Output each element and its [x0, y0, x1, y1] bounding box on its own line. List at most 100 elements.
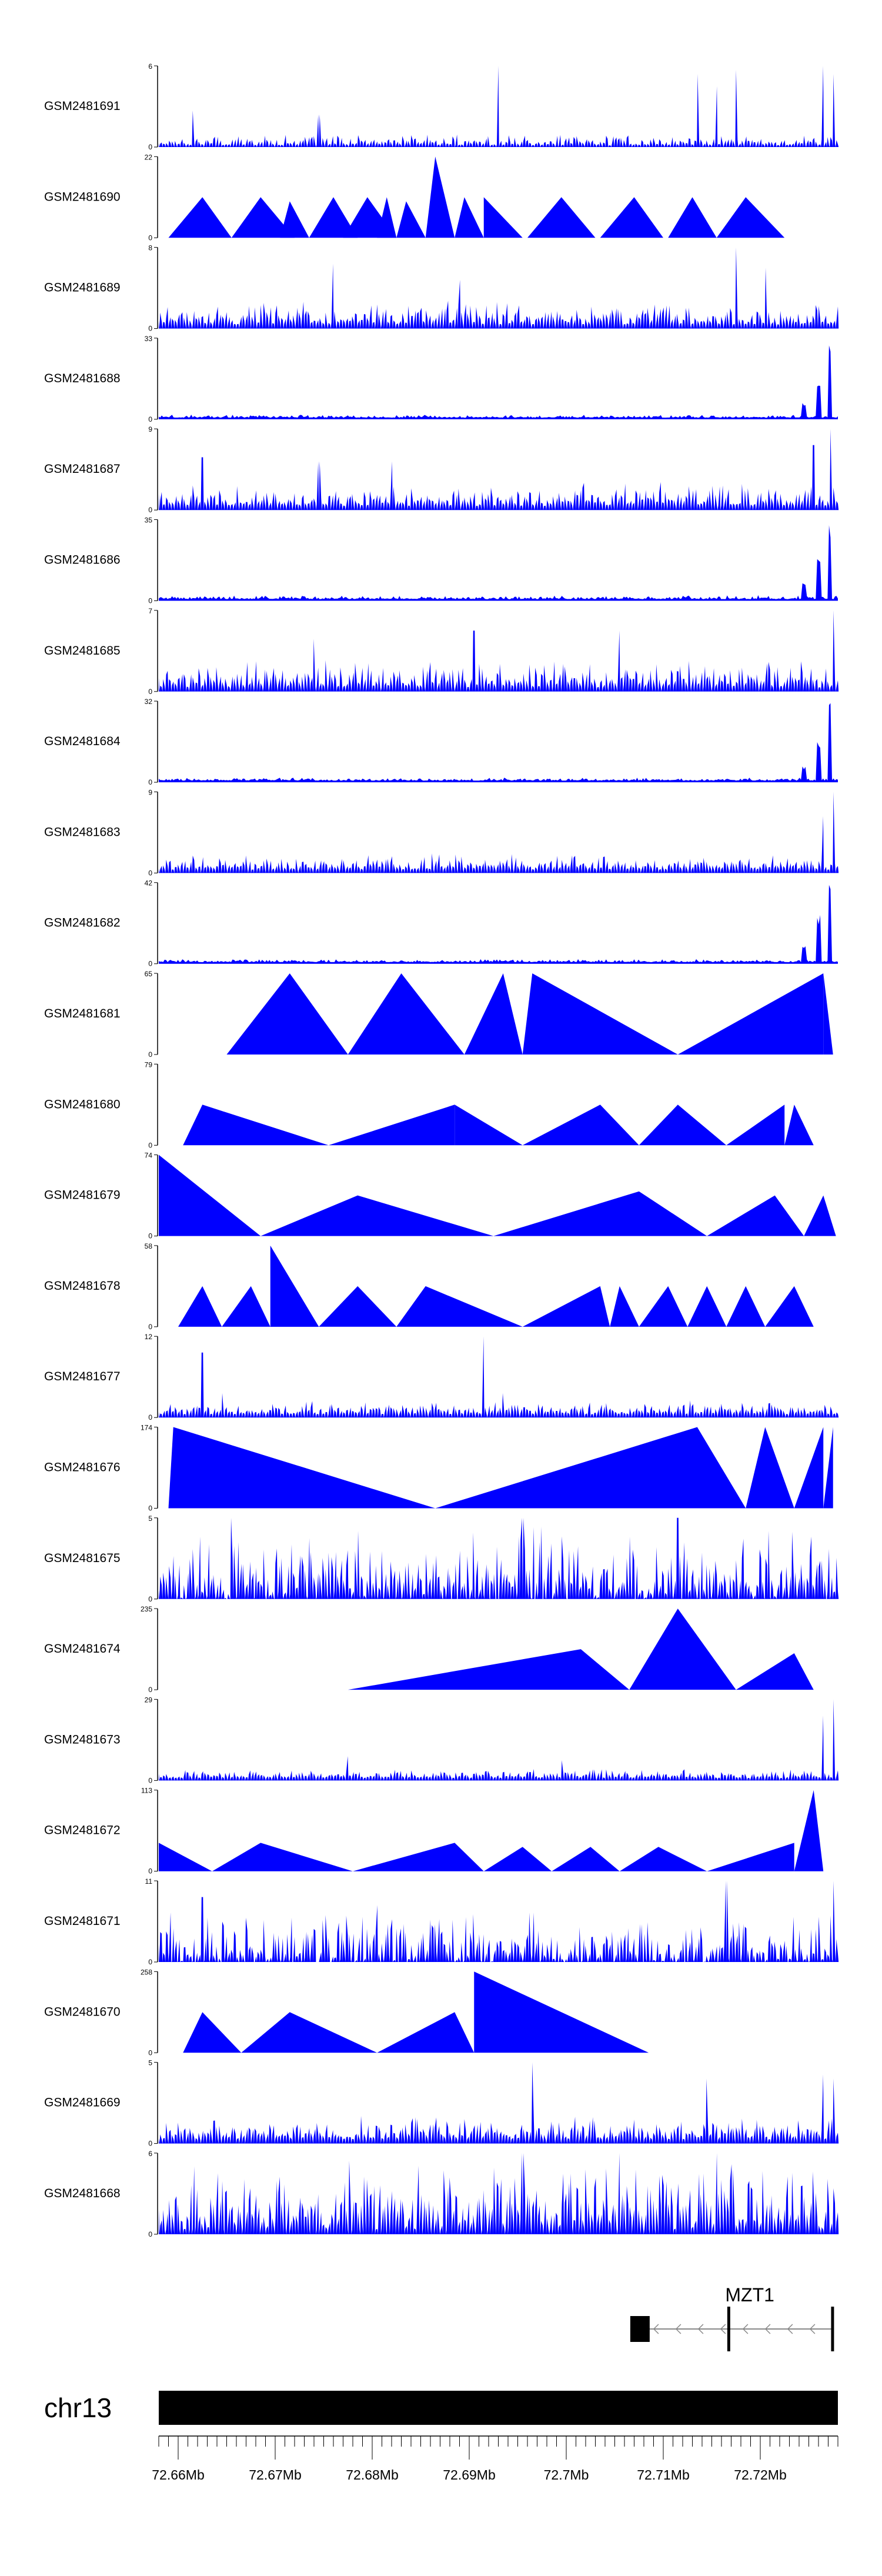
signal-area: [159, 792, 839, 873]
y-axis-max-label: 235: [141, 1605, 152, 1613]
y-axis-max-label: 6: [148, 2150, 152, 2158]
strand-arrow-icon: [675, 2324, 681, 2334]
y-axis-zero-label: 0: [148, 869, 152, 877]
strand-arrow-icon: [720, 2324, 726, 2334]
strand-arrow-icon: [809, 2324, 816, 2334]
axis-tick-label: 72.68Mb: [346, 2467, 399, 2482]
axis-tick-label: 72.7Mb: [544, 2467, 589, 2482]
y-axis-max-label: 22: [145, 153, 153, 161]
signal-area: [159, 1699, 839, 1781]
signal-peak: [241, 2012, 377, 2053]
y-axis-zero-label: 0: [148, 325, 152, 333]
y-axis-max-label: 35: [145, 516, 153, 525]
y-axis-zero-label: 0: [148, 2230, 152, 2238]
signal-peak: [328, 1105, 455, 1146]
signal-area: [159, 703, 838, 783]
y-axis-max-label: 6: [148, 62, 152, 71]
y-axis-zero-label: 0: [148, 1504, 152, 1513]
signal-peak: [619, 1847, 707, 1871]
signal-area: [159, 1881, 839, 1962]
signal-peak: [353, 1843, 484, 1871]
signal-tracks: GSM248169160GSM2481690220GSM248168980GSM…: [44, 62, 839, 2238]
track-gsm2481673: GSM2481673 29 0: [44, 1696, 839, 1784]
y-axis-max-label: 79: [145, 1060, 153, 1069]
track-gsm2481687: GSM2481687 9 0: [44, 425, 839, 514]
y-axis-max-label: 29: [145, 1696, 153, 1704]
track-label: GSM2481687: [44, 462, 121, 476]
y-axis-zero-label: 0: [148, 233, 152, 242]
track-gsm2481688: GSM2481688 33 0: [44, 335, 838, 423]
signal-peak: [707, 1195, 804, 1236]
strand-arrow-icon: [653, 2324, 659, 2334]
signal-peak: [726, 1105, 785, 1146]
signal-peak: [159, 1154, 261, 1236]
signal-peak: [183, 1105, 329, 1146]
signal-peak: [260, 1195, 494, 1236]
y-axis-zero-label: 0: [148, 415, 152, 423]
track-label: GSM2481683: [44, 825, 121, 839]
signal-peak: [455, 1105, 523, 1146]
signal-peak: [687, 1286, 727, 1327]
axis-tick-label: 72.69Mb: [443, 2467, 496, 2482]
axis-tick-label: 72.71Mb: [637, 2467, 690, 2482]
y-axis-zero-label: 0: [148, 1958, 152, 1966]
axis-tick-label: 72.67Mb: [249, 2467, 302, 2482]
y-axis-zero-label: 0: [148, 1323, 152, 1331]
signal-peak: [183, 2012, 242, 2053]
signal-peak: [377, 2012, 475, 2053]
signal-peak: [348, 1649, 630, 1690]
y-axis-max-label: 42: [145, 879, 153, 887]
track-label: GSM2481674: [44, 1642, 121, 1656]
track-label: GSM2481681: [44, 1007, 121, 1020]
track-gsm2481689: GSM2481689 8 0: [44, 244, 839, 333]
y-axis-zero-label: 0: [148, 2140, 152, 2148]
signal-peak: [716, 197, 785, 238]
y-axis-zero-label: 0: [148, 1413, 152, 1422]
y-axis-max-label: 32: [145, 698, 153, 706]
y-axis-zero-label: 0: [148, 1867, 152, 1876]
signal-area: [159, 525, 838, 601]
signal-peak: [600, 197, 663, 238]
signal-peak: [736, 1653, 814, 1690]
track-gsm2481691: GSM2481691 6 0: [44, 62, 839, 151]
signal-peak: [552, 1847, 620, 1871]
signal-peak: [522, 1286, 610, 1327]
y-axis-max-label: 7: [148, 607, 152, 615]
signal-area: [159, 1336, 839, 1418]
signal-area: [159, 247, 839, 329]
signal-area: [159, 885, 838, 964]
signal-peak: [784, 1105, 814, 1146]
y-axis-max-label: 5: [148, 2059, 152, 2067]
track-gsm2481690: GSM2481690 22 0: [44, 153, 785, 242]
signal-area: [159, 429, 839, 510]
signal-peak: [493, 1191, 707, 1236]
y-axis-max-label: 5: [148, 1514, 152, 1523]
axis-tick-label: 72.66Mb: [152, 2467, 205, 2482]
track-gsm2481668: GSM2481668 6 0: [44, 2150, 839, 2238]
y-axis-zero-label: 0: [148, 960, 152, 968]
y-axis-zero-label: 0: [148, 597, 152, 605]
signal-peak: [474, 1971, 649, 2053]
track-gsm2481683: GSM2481683 9 0: [44, 788, 839, 877]
signal-peak: [464, 973, 523, 1055]
track-gsm2481675: GSM2481675 5 0: [44, 1514, 839, 1603]
y-axis-zero-label: 0: [148, 1050, 152, 1059]
signal-peak: [823, 973, 833, 1055]
signal-peak: [707, 1843, 794, 1871]
signal-peak: [159, 1843, 212, 1871]
track-gsm2481670: GSM2481670 258 0: [44, 1968, 649, 2057]
y-axis-zero-label: 0: [148, 688, 152, 696]
track-label: GSM2481686: [44, 553, 121, 567]
track-label: GSM2481691: [44, 99, 121, 113]
signal-peak: [794, 1427, 824, 1509]
signal-peak: [348, 973, 465, 1055]
y-axis-max-label: 174: [141, 1424, 152, 1432]
track-gsm2481671: GSM2481671 11 0: [44, 1877, 839, 1966]
gene-exon: [831, 2307, 834, 2351]
signal-peak: [280, 201, 309, 238]
y-axis-zero-label: 0: [148, 778, 152, 786]
signal-peak: [396, 201, 426, 238]
track-label: GSM2481679: [44, 1189, 121, 1202]
y-axis-zero-label: 0: [148, 1686, 152, 1694]
